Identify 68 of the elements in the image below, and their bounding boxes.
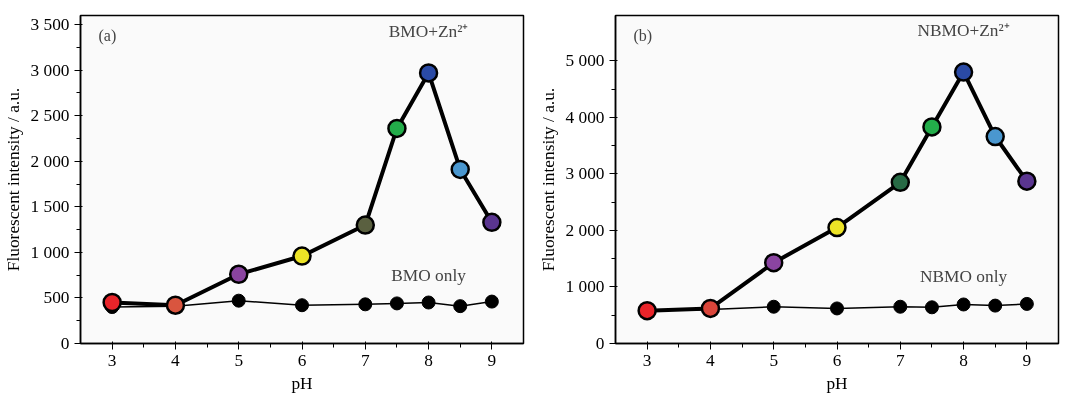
point <box>766 299 781 314</box>
point <box>922 117 942 137</box>
point <box>953 62 974 82</box>
y-tick-label: 2 000 <box>565 220 605 240</box>
point <box>956 297 971 312</box>
x-tick-label: 5 <box>234 350 244 370</box>
point <box>292 246 312 266</box>
x-tick-label: 7 <box>895 350 905 370</box>
point <box>763 252 784 273</box>
y-tick-label: 1 000 <box>565 277 605 297</box>
x-tick-label: 3 <box>642 350 652 370</box>
x-tick-label: 9 <box>487 350 497 370</box>
x-tick-label: 4 <box>171 350 181 370</box>
point <box>421 295 436 310</box>
x-tick-label: 9 <box>1022 350 1032 370</box>
y-tick-label: 4 000 <box>565 107 605 127</box>
x-tick-label: 6 <box>297 350 307 370</box>
point <box>389 296 404 311</box>
y-tick-label: 3 000 <box>565 164 605 184</box>
point <box>295 298 309 313</box>
x-axis-title: pH <box>291 373 313 393</box>
point <box>453 299 468 314</box>
point <box>355 215 376 235</box>
x-tick-label: 6 <box>832 350 842 370</box>
point <box>827 217 847 238</box>
y-tick-label: 3 500 <box>30 15 70 35</box>
point <box>988 298 1003 313</box>
series-label: BMO+Zn²⁺ <box>388 21 469 41</box>
x-tick-label: 7 <box>360 350 370 370</box>
y-tick-label: 2 000 <box>30 151 70 171</box>
x-tick-label: 8 <box>959 350 968 370</box>
point <box>1017 171 1037 191</box>
point <box>985 126 1005 147</box>
point <box>830 301 844 316</box>
point <box>418 63 439 83</box>
series-label: NBMO+Zn²⁺ <box>917 21 1010 41</box>
y-tick-label: 5 000 <box>565 51 605 71</box>
point <box>893 299 908 314</box>
y-tick-label: 3 000 <box>30 60 70 80</box>
y-tick-label: 0 <box>60 334 70 353</box>
y-tick-label: 1 000 <box>30 242 70 262</box>
annotation: (a) <box>98 26 117 45</box>
point <box>165 295 186 315</box>
y-axis-title: Fluorescent intensity / a.u. <box>538 87 558 272</box>
y-tick-label: 500 <box>43 288 70 308</box>
point <box>358 297 373 312</box>
y-tick-label: 0 <box>595 334 605 353</box>
x-tick-label: 5 <box>769 350 779 370</box>
y-tick-label: 2 500 <box>30 106 70 126</box>
x-tick-label: 4 <box>706 350 716 370</box>
point <box>482 212 502 233</box>
x-tick-label: 3 <box>107 350 117 370</box>
point <box>231 293 246 308</box>
point <box>450 159 470 180</box>
point <box>924 300 939 315</box>
series-label: BMO only <box>391 265 467 285</box>
y-tick-label: 1 500 <box>30 197 70 217</box>
point <box>228 264 249 284</box>
point <box>700 298 721 319</box>
point <box>387 118 407 139</box>
point <box>890 172 911 193</box>
series-label: NBMO only <box>920 267 1008 287</box>
annotation: (b) <box>633 26 653 45</box>
point <box>484 294 499 309</box>
x-tick-label: 8 <box>424 350 433 370</box>
x-axis-title: pH <box>826 373 848 393</box>
point <box>1019 296 1034 311</box>
y-axis-title: Fluorescent intensity / a.u. <box>3 87 23 272</box>
